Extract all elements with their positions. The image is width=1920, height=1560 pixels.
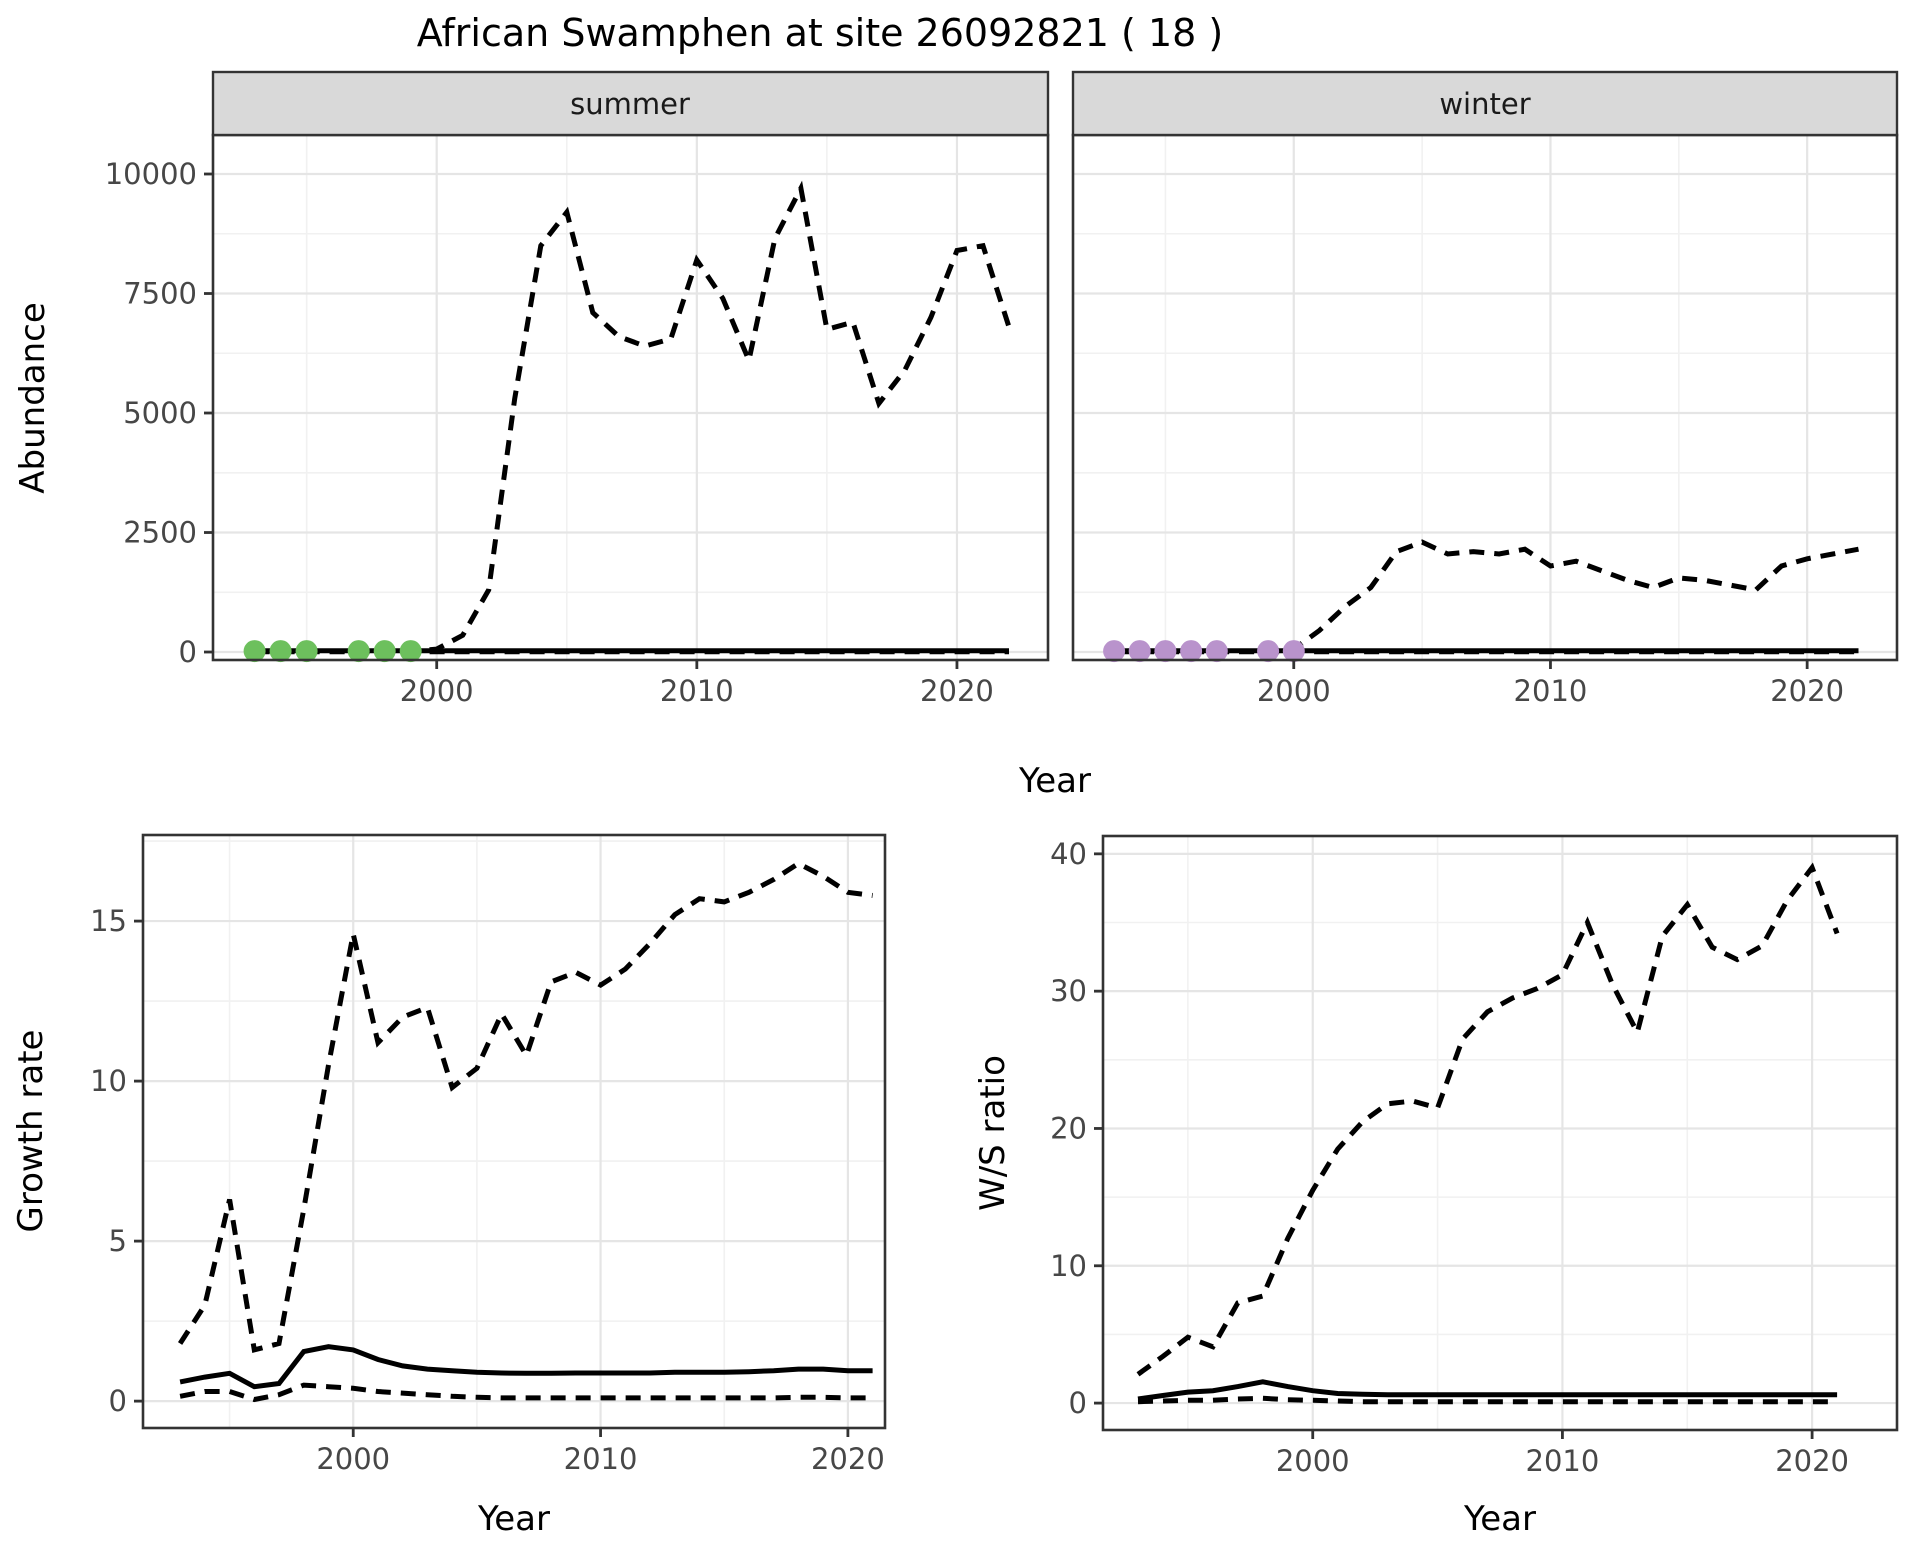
observed-counts-winter-point <box>1103 640 1126 663</box>
ws-ratio-x-axis-title: Year <box>1463 1499 1536 1539</box>
ws-ratio-fit-line <box>1137 1379 1838 1402</box>
growth-rate-x-axis-title: Year <box>477 1499 550 1539</box>
observed-counts-winter-point <box>1180 640 1203 663</box>
observed-counts-winter-point <box>1128 640 1151 663</box>
growth-rate-x-tick-label: 2020 <box>811 1442 885 1476</box>
abundance-summer-y-tick-label: 5000 <box>123 396 197 430</box>
abundance-winter-x-tick-label: 2010 <box>1514 674 1588 708</box>
growth-rate-panel-border <box>141 833 887 1430</box>
observed-counts-winter-point <box>1154 640 1177 663</box>
ws-ratio-axis-title: W/S ratio <box>973 1055 1013 1211</box>
observed-counts-summer-point <box>243 640 266 663</box>
plot-title: African Swamphen at site 26092821 ( 18 ) <box>417 11 1223 55</box>
ws-ratio-y-tick-label: 10 <box>1050 1249 1087 1283</box>
observed-counts-summer-point <box>295 640 318 663</box>
observed-counts-winter-point <box>1205 640 1228 663</box>
facet-strip-winter-label: winter <box>1439 87 1530 121</box>
growth-rate-y-tick-label: 10 <box>90 1064 127 1098</box>
observed-counts-summer-point <box>269 640 292 663</box>
abundance-winter-upper_ci-line <box>1114 539 1859 654</box>
ws-ratio-lower_ci-line <box>1137 1395 1838 1405</box>
observed-counts-summer-point <box>347 640 370 663</box>
ws-ratio-y-tick-label: 20 <box>1050 1111 1087 1145</box>
growth-rate-axis-title: Growth rate <box>11 1030 51 1233</box>
abundance-summer-panel-bg <box>213 135 1048 660</box>
growth-rate-x-tick-label: 2010 <box>564 1442 638 1476</box>
ws-ratio-x-tick-label: 2020 <box>1775 1444 1849 1478</box>
panel-growth-rate: 2000 2010 2020 0 5 10 15 <box>90 833 887 1476</box>
abundance-axis-title: Abundance <box>13 302 53 494</box>
abundance-winter-x-tick-label: 2020 <box>1770 674 1844 708</box>
observed-counts-summer-point <box>373 640 396 663</box>
growth-rate-y-tick-label: 5 <box>109 1224 127 1258</box>
facet-strip-summer-label: summer <box>570 87 690 121</box>
growth-rate-fit-line <box>179 1344 873 1390</box>
panel-abundance-winter: 2000 2010 2020 <box>1071 133 1899 708</box>
observed-counts-summer-point <box>399 640 422 663</box>
observed-counts-winter-point <box>1257 640 1280 663</box>
ws-ratio-panel-border <box>1101 834 1899 1432</box>
facet-strip-winter: winter <box>1071 70 1899 137</box>
ws-ratio-y-tick-label: 0 <box>1069 1386 1087 1420</box>
facet-strip-summer-bg <box>211 70 1050 137</box>
abundance-summer-y-tick-label: 10000 <box>105 157 197 191</box>
abundance-winter-panel-bg <box>1073 135 1897 660</box>
observed-counts-winter-point <box>1282 640 1305 663</box>
ws-ratio-x-tick-label: 2000 <box>1276 1444 1350 1478</box>
abundance-summer-x-tick-label: 2010 <box>660 674 734 708</box>
growth-rate-x-tick-label: 2000 <box>316 1442 390 1476</box>
growth-rate-y-tick-label: 15 <box>90 904 127 938</box>
abundance-summer-y-tick-label: 7500 <box>123 277 197 311</box>
abundance-winter-x-tick-label: 2000 <box>1257 674 1331 708</box>
growth-rate-panel-bg <box>143 835 885 1428</box>
abundance-summer-y-tick-label: 0 <box>179 635 197 669</box>
ws-ratio-y-tick-label: 40 <box>1050 837 1087 871</box>
ws-ratio-panel-bg <box>1103 836 1897 1430</box>
abundance-summer-x-tick-label: 2020 <box>920 674 994 708</box>
panel-abundance-summer: 2000 2010 2020 0 2500 5000 7500 10000 <box>105 133 1050 708</box>
panel-ws-ratio: 2000 2010 2020 0 10 20 30 40 <box>1050 834 1899 1478</box>
top-row-x-axis-title: Year <box>1018 761 1091 801</box>
growth-rate-lower_ci-line <box>179 1382 873 1403</box>
growth-rate-y-tick-label: 0 <box>109 1384 127 1418</box>
abundance-summer-x-tick-label: 2000 <box>400 674 474 708</box>
ws-ratio-x-tick-label: 2010 <box>1526 1444 1600 1478</box>
abundance-summer-y-tick-label: 2500 <box>123 516 197 550</box>
facet-strip-winter-bg <box>1071 70 1899 137</box>
ws-ratio-y-tick-label: 30 <box>1050 974 1087 1008</box>
facet-strip-summer: summer <box>211 70 1050 137</box>
ws-ratio-upper_ci-line <box>1136 862 1840 1377</box>
